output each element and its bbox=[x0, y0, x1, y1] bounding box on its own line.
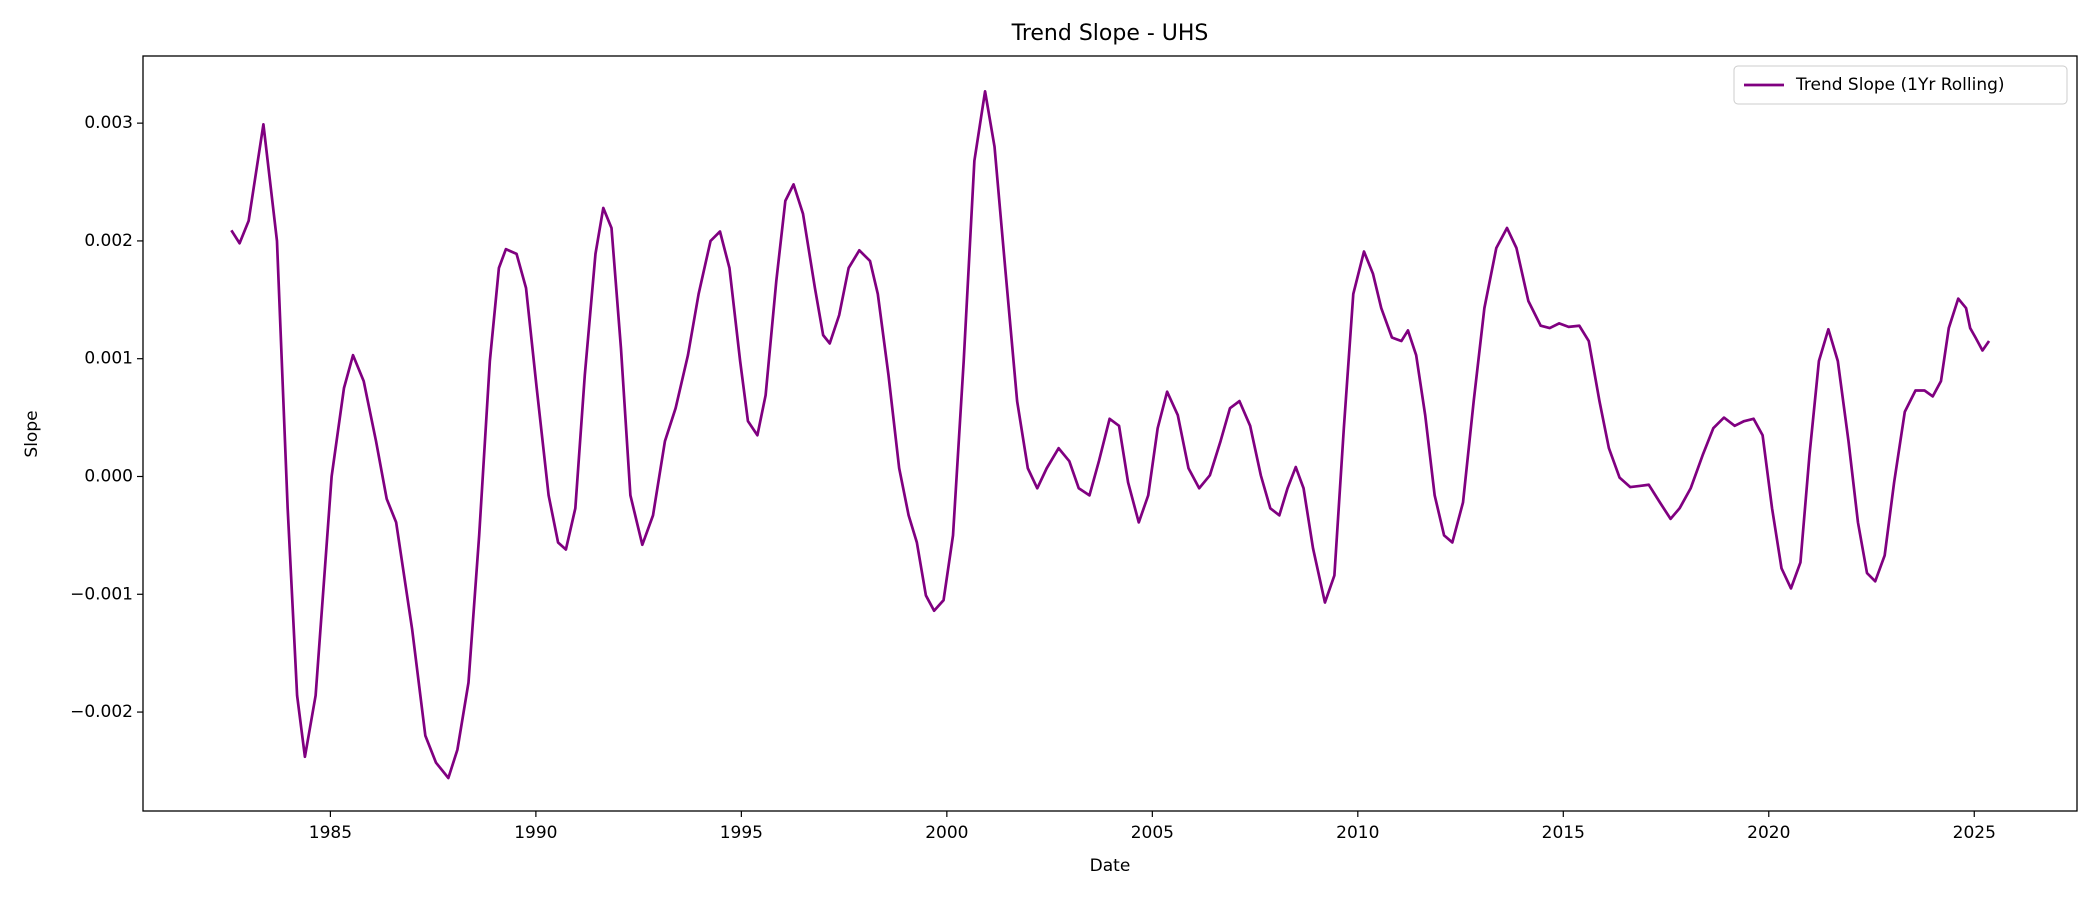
y-tick-label: 0.003 bbox=[84, 113, 133, 133]
x-tick-label: 2005 bbox=[1131, 823, 1174, 843]
x-tick-label: 2025 bbox=[1953, 823, 1996, 843]
x-tick-label: 2000 bbox=[925, 823, 968, 843]
y-tick-label: −0.001 bbox=[70, 584, 133, 604]
y-tick-label: 0.000 bbox=[84, 466, 133, 486]
x-tick-label: 1985 bbox=[309, 823, 352, 843]
x-tick-label: 1990 bbox=[514, 823, 557, 843]
legend-box bbox=[1733, 65, 2068, 105]
y-tick-label: −0.002 bbox=[70, 702, 133, 722]
x-tick-label: 2015 bbox=[1542, 823, 1585, 843]
y-axis-label: Slope bbox=[22, 410, 42, 457]
y-tick-label: 0.001 bbox=[84, 349, 133, 369]
y-tick-label: 0.002 bbox=[84, 231, 133, 251]
x-tick-label: 2020 bbox=[1747, 823, 1790, 843]
x-tick-label: 2010 bbox=[1336, 823, 1379, 843]
legend-label: Trend Slope (1Yr Rolling) bbox=[1795, 75, 2005, 95]
x-tick-label: 1995 bbox=[720, 823, 763, 843]
x-axis-label: Date bbox=[1090, 856, 1131, 876]
data-line bbox=[230, 89, 1991, 780]
plot-frame bbox=[142, 55, 2078, 812]
chart-title: Trend Slope - UHS bbox=[1011, 21, 1209, 46]
